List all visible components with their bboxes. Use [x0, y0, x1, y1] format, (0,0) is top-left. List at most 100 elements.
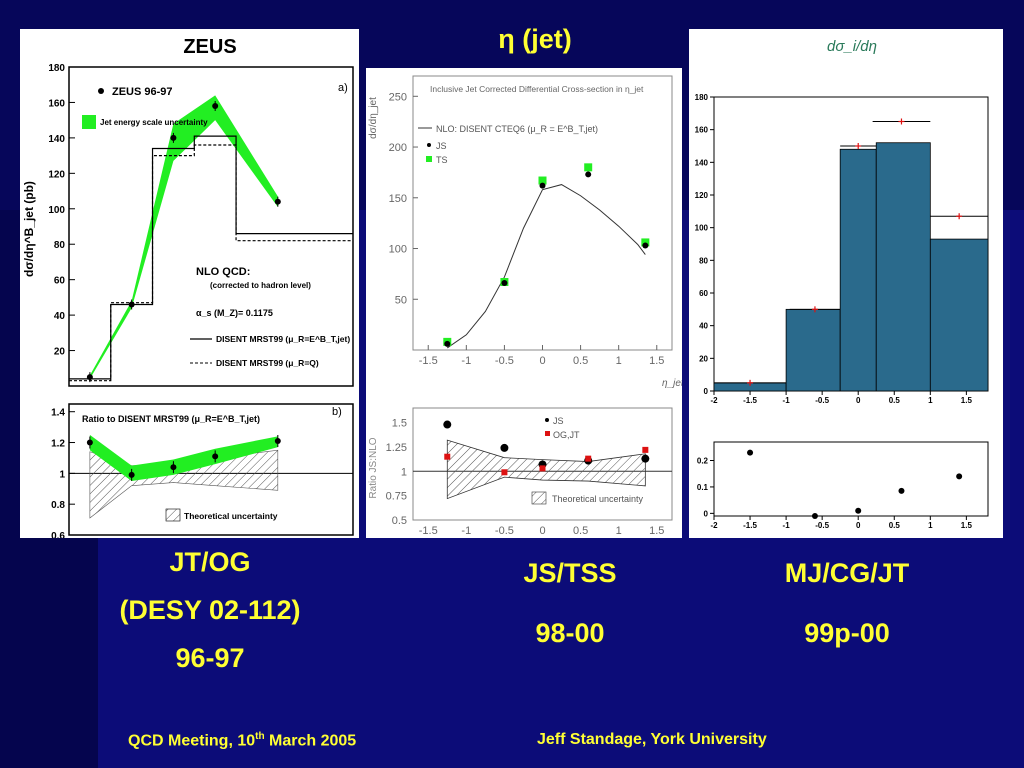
jsts-xtick-label: -0.5 — [495, 355, 514, 367]
ratio-data-point — [212, 453, 219, 460]
caption-jt-og: JT/OG (DESY 02-112) 96-97 — [60, 544, 360, 676]
zeus-data-point — [170, 134, 177, 141]
jsts-ratio-xtick-label: -1 — [461, 525, 471, 537]
jsts-ratio-theory-band — [446, 439, 646, 500]
hist-xtick-label: -1.5 — [743, 396, 757, 405]
jsts-ratio-legend-theory: Theoretical uncertainty — [552, 494, 644, 504]
ratio-data-point — [86, 439, 93, 446]
histogram-panel: dσ_i/dη 0 20 40 60 80 100 120 140 160 180 -2 -1.5 -1-… — [689, 29, 1003, 538]
jsts-js-point — [585, 171, 592, 178]
footer-left-text: QCD Meeting, 10 — [128, 732, 256, 750]
hist-bottom-point — [855, 507, 862, 514]
hist-bottom-ytick-label: 0.1 — [697, 483, 709, 492]
hist-ytick-label: 0 — [704, 387, 709, 396]
footer-left-sup: th — [255, 731, 265, 742]
jsts-ratio-legend-og-marker — [545, 431, 550, 436]
jsts-ratio-xtick-label: -0.5 — [495, 525, 514, 537]
jsts-ratio-js-point — [641, 454, 650, 463]
jsts-legend-nlo: NLO: DISENT CTEQ6 (μ_R = E^B_T,jet) — [436, 124, 598, 134]
js-ts-chart: Inclusive Jet Corrected Differential Cro… — [368, 75, 682, 537]
ratio-jes-band — [89, 434, 278, 482]
jsts-legend-ts: TS — [436, 155, 448, 165]
zeus-title: ZEUS — [183, 36, 236, 58]
jsts-ratio-xtick-label: 1.5 — [649, 525, 664, 537]
hist-ytick-label: 40 — [699, 322, 708, 331]
hist-xtick-label: -2 — [710, 396, 718, 405]
jsts-x-label: η_jet — [662, 378, 682, 389]
footer-right: Jeff Standage, York University — [537, 731, 767, 748]
jsts-ratio-ytick-label: 1.5 — [392, 418, 407, 430]
hist-xtick-label: 0.5 — [889, 396, 901, 405]
hist-bar — [785, 308, 841, 392]
jsts-ratio-xtick-label: -1.5 — [419, 525, 438, 537]
footer-left: QCD Meeting, 10th March 2005 — [128, 731, 356, 750]
zeus-data-point — [212, 102, 219, 109]
jsts-y-label: dσ/dη_jet — [368, 97, 379, 139]
jsts-ratio-js-point — [443, 420, 452, 429]
jsts-js-point — [642, 242, 649, 249]
ratio-ytick-label: 1 — [59, 469, 65, 480]
hist-ytick-label: 20 — [699, 354, 708, 363]
jsts-frame-bottom — [412, 407, 673, 521]
zeus-ytick-label: 80 — [54, 240, 66, 251]
footer-left-tail: March 2005 — [264, 732, 357, 750]
ratio-ytick-label: 1.2 — [51, 439, 65, 450]
ratio-legend-swatch — [165, 508, 181, 522]
jsts-js-point — [444, 340, 451, 347]
hist-xtick-label: 1.5 — [961, 396, 973, 405]
hist-ytick-label: 160 — [695, 126, 709, 135]
zeus-nlo-label: NLO QCD: — [196, 266, 250, 278]
jsts-ratio-ytick-label: 1.25 — [386, 442, 407, 454]
caption-js-tss-line2: 98-00 — [535, 618, 605, 648]
jsts-ratio-xtick-label: 1 — [616, 525, 622, 537]
jsts-ratio-og-marker — [501, 469, 508, 476]
zeus-ytick-label: 140 — [48, 134, 65, 145]
jsts-ts-marker — [584, 163, 593, 172]
jsts-ratio-xtick-label: 0.5 — [573, 525, 588, 537]
hist-bottom-ytick-label: 0.2 — [697, 457, 709, 466]
hist-bottom-xtick-label: -1.5 — [743, 521, 757, 530]
jsts-ytick-label: 150 — [389, 193, 407, 205]
hist-title: dσ_i/dη — [827, 38, 877, 55]
jsts-title: Inclusive Jet Corrected Differential Cro… — [430, 84, 644, 94]
hist-bottom-xtick-label: -2 — [710, 521, 718, 530]
jsts-nlo-curve — [446, 184, 646, 349]
ratio-ytick-label: 0.8 — [51, 500, 65, 511]
hist-ytick-label: 80 — [699, 256, 708, 265]
jsts-xtick-label: 1 — [616, 355, 622, 367]
hist-bottom-ytick-label: 0 — [704, 509, 709, 518]
hist-bottom-xtick-label: 0 — [856, 521, 861, 530]
slide-title: η (jet) — [498, 24, 572, 54]
hist-bottom-point — [811, 513, 818, 519]
zeus-ytick-label: 120 — [48, 169, 65, 180]
hist-bottom-xtick-label: -0.5 — [815, 521, 829, 530]
zeus-frame-b — [68, 403, 354, 536]
caption-jt-og-line1: JT/OG — [169, 547, 251, 577]
jsts-legend-js-marker — [427, 143, 431, 147]
jsts-legend-ts-marker — [426, 156, 432, 162]
zeus-alpha-label: α_s (M_Z)= 0.1175 — [196, 308, 273, 318]
hist-bottom-xtick-label: 0.5 — [889, 521, 901, 530]
hist-bar — [839, 148, 877, 392]
zeus-data-point — [128, 301, 135, 308]
jsts-ytick-label: 100 — [389, 244, 407, 256]
hist-ytick-label: 100 — [695, 224, 709, 233]
zeus-ytick-label: 100 — [48, 205, 65, 216]
jsts-ratio-ytick-label: 1 — [401, 466, 407, 478]
caption-mj-cg-jt: MJ/CG/JT 99p-00 — [697, 555, 997, 651]
jsts-ratio-og-marker — [585, 455, 592, 462]
jsts-ratio-og-marker — [642, 446, 649, 453]
zeus-panel-label-b: b) — [332, 406, 342, 418]
jsts-xtick-label: -1.5 — [419, 355, 438, 367]
jsts-xtick-label: 1.5 — [649, 355, 664, 367]
zeus-legend-dashed: DISENT MRST99 (μ_R=Q) — [216, 358, 319, 368]
hist-xtick-label: -0.5 — [815, 396, 829, 405]
caption-jt-og-line2: (DESY 02-112) — [119, 595, 301, 625]
hist-ytick-label: 60 — [699, 289, 708, 298]
jsts-xtick-label: -1 — [461, 355, 471, 367]
hist-ytick-label: 180 — [695, 93, 709, 102]
zeus-ytick-label: 160 — [48, 98, 65, 109]
ratio-data-point — [128, 471, 135, 478]
hist-bar — [929, 238, 989, 392]
jsts-ratio-ytick-label: 0.5 — [392, 515, 407, 527]
